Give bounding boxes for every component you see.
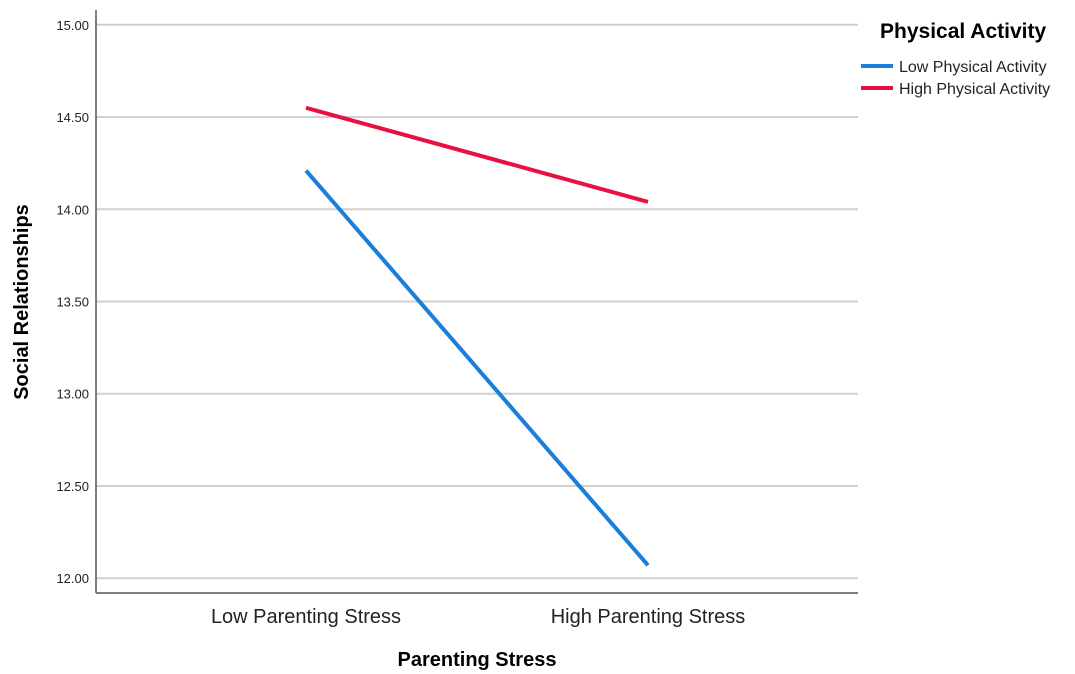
legend-label: High Physical Activity — [899, 81, 1050, 98]
y-tick-label: 13.00 — [56, 387, 89, 402]
gridlines — [96, 23, 858, 580]
series-lines — [304, 105, 650, 567]
x-axis-ticks: Low Parenting Stress High Parenting Stres… — [211, 606, 745, 628]
y-tick-label: 12.00 — [56, 571, 89, 586]
series-line-low-physical-activity — [304, 169, 650, 567]
x-axis-title: Parenting Stress — [398, 649, 557, 671]
legend: Physical Activity Low Physical Activity H… — [861, 20, 1050, 98]
y-axis-ticks: 12.00 12.50 13.00 13.50 14.00 14.50 15.00 — [56, 18, 89, 586]
legend-items: Low Physical Activity High Physical Activ… — [861, 59, 1050, 98]
y-tick-label: 15.00 — [56, 18, 89, 33]
y-tick-label: 14.50 — [56, 110, 89, 125]
y-axis-title: Social Relationships — [11, 204, 33, 400]
y-tick-label: 14.00 — [56, 202, 89, 217]
legend-title: Physical Activity — [880, 20, 1046, 43]
legend-label: Low Physical Activity — [899, 59, 1047, 76]
y-tick-label: 12.50 — [56, 479, 89, 494]
x-tick-label: Low Parenting Stress — [211, 606, 401, 628]
x-tick-label: High Parenting Stress — [551, 606, 746, 628]
series-line-high-physical-activity — [305, 105, 649, 204]
y-tick-label: 13.50 — [56, 295, 89, 310]
